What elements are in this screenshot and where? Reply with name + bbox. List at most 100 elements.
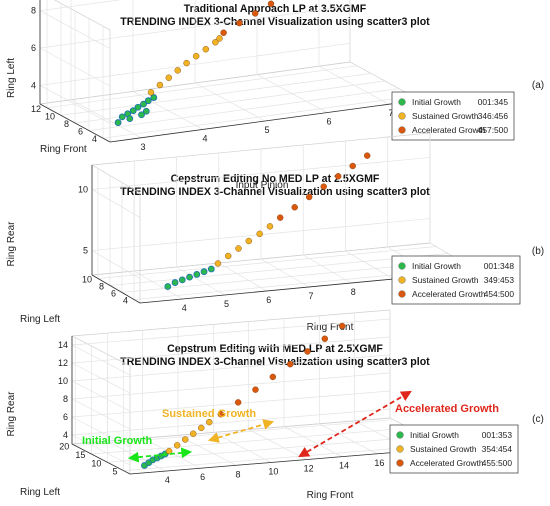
x-tick-label: 14	[339, 461, 349, 471]
z-gridline	[39, 47, 111, 87]
x-tick-label: 12	[304, 464, 314, 474]
data-point-initial-growth	[140, 100, 147, 108]
z-gridline	[71, 372, 391, 400]
chart-title: Cepstrum Editing with MED LP at 2.5XGMF	[167, 343, 383, 355]
x-tick-label: 5	[224, 299, 229, 309]
y-axis-label: Ring Left	[20, 314, 60, 325]
annotation-label: Initial Growth	[82, 435, 153, 447]
data-point-sustained-growth	[266, 223, 274, 230]
z-gridline	[39, 85, 111, 124]
z-gridline	[91, 250, 141, 279]
data-point-sustained-growth	[174, 67, 181, 74]
y-tick-label: 10	[91, 458, 101, 468]
x-tick-label: 3	[140, 142, 145, 152]
data-point-sustained-growth	[192, 52, 200, 60]
data-point-accelerated-growth	[349, 162, 356, 170]
data-point-sustained-growth	[245, 237, 252, 245]
data-point-sustained-growth	[216, 35, 223, 42]
data-point-accelerated-growth	[335, 173, 342, 180]
y-axis	[71, 443, 131, 475]
data-point-accelerated-growth	[277, 214, 284, 221]
data-point-initial-growth	[129, 107, 137, 115]
data-point-accelerated-growth	[291, 204, 298, 211]
legend-label: Sustained Growth	[412, 275, 479, 285]
data-point-accelerated-growth	[252, 386, 259, 393]
z-tick-label: 8	[63, 394, 68, 404]
data-point-sustained-growth	[147, 89, 155, 96]
legend-range: 346:456	[478, 111, 509, 121]
x-tick-label: 5	[264, 125, 269, 135]
z-gridline	[71, 380, 131, 412]
data-point-sustained-growth	[225, 252, 232, 260]
y-axis-label: Ring Left	[20, 487, 60, 498]
legend-marker	[396, 459, 404, 467]
data-point-initial-growth	[138, 111, 145, 119]
y-gridline	[102, 95, 414, 139]
data-point-accelerated-growth	[269, 373, 277, 381]
chart-subtitle: TRENDING INDEX 3-Channel Visualization u…	[120, 356, 430, 368]
z-tick-label: 6	[31, 43, 36, 53]
z-gridline	[91, 189, 141, 218]
data-point-initial-growth	[142, 107, 150, 115]
z-gridline	[71, 354, 391, 382]
z-gridline	[71, 336, 391, 364]
legend-label: Accelerated Growth	[410, 458, 484, 468]
x-gridline	[176, 266, 225, 296]
chart-panel-3: Cepstrum Editing with MED LP at 2.5XGMFT…	[6, 309, 544, 501]
z-tick-label: 14	[58, 340, 68, 350]
z-gridline	[91, 157, 431, 190]
data-point-initial-growth	[126, 115, 134, 123]
z-gridline	[71, 344, 131, 376]
z-gridline	[39, 10, 111, 49]
data-point-initial-growth	[144, 97, 152, 105]
chart-panel-2: Cepstrum Editing No MED LP at 2.5XGMFTRE…	[6, 132, 544, 333]
data-point-sustained-growth	[181, 436, 189, 443]
z-tick-label: 10	[78, 184, 88, 194]
x-tick-label: 7	[308, 291, 313, 301]
z-tick-label: 10	[58, 376, 68, 386]
data-point-initial-growth	[193, 271, 201, 278]
data-point-sustained-growth	[206, 418, 213, 426]
y-gridline	[60, 73, 372, 116]
x-tick-label: 8	[351, 287, 356, 297]
z-tick-label: 4	[31, 80, 36, 90]
y-gridline	[46, 65, 358, 109]
data-point-accelerated-growth	[306, 193, 313, 201]
legend-range: 457:500	[478, 125, 509, 135]
data-point-initial-growth	[164, 283, 172, 290]
y-axis-label: Ring Front	[40, 144, 87, 155]
legend-range: 455:500	[482, 458, 513, 468]
chart-title: Traditional Approach LP at 3.5XGMF	[184, 3, 367, 15]
x-gridline	[303, 254, 352, 284]
y-tick-label: 8	[64, 119, 69, 129]
y-tick-label: 10	[45, 111, 55, 121]
x-tick-label: 6	[200, 472, 205, 482]
legend-label: Accelerated Growth	[412, 289, 486, 299]
data-point-sustained-growth	[235, 245, 242, 252]
z-axis-label: Ring Rear	[6, 391, 17, 437]
panel-label: (a)	[532, 80, 544, 91]
data-point-initial-growth	[150, 94, 158, 101]
x-tick-label: 6	[326, 117, 331, 127]
x-gridline	[345, 250, 394, 280]
y-tick-label: 8	[99, 282, 104, 292]
legend-range: 354:454	[482, 444, 513, 454]
y-tick-label: 5	[113, 467, 118, 477]
legend-box	[391, 91, 515, 141]
chart-panel-1: Traditional Approach LP at 3.5XGMFTRENDI…	[6, 0, 544, 191]
data-point-sustained-growth	[214, 260, 222, 267]
legend-box	[391, 255, 521, 305]
z-gridline	[71, 398, 131, 430]
legend-label: Accelerated Growth	[412, 125, 486, 135]
y-tick-label: 4	[123, 296, 128, 306]
y-tick-label: 6	[78, 127, 83, 137]
data-point-accelerated-growth	[286, 361, 294, 368]
x-gridline	[134, 270, 183, 300]
legend-range: 454:500	[484, 289, 515, 299]
legend-label: Initial Growth	[412, 97, 461, 107]
z-gridline	[39, 0, 122, 12]
data-point-accelerated-growth	[236, 19, 243, 27]
x-tick-label: 8	[235, 469, 240, 479]
